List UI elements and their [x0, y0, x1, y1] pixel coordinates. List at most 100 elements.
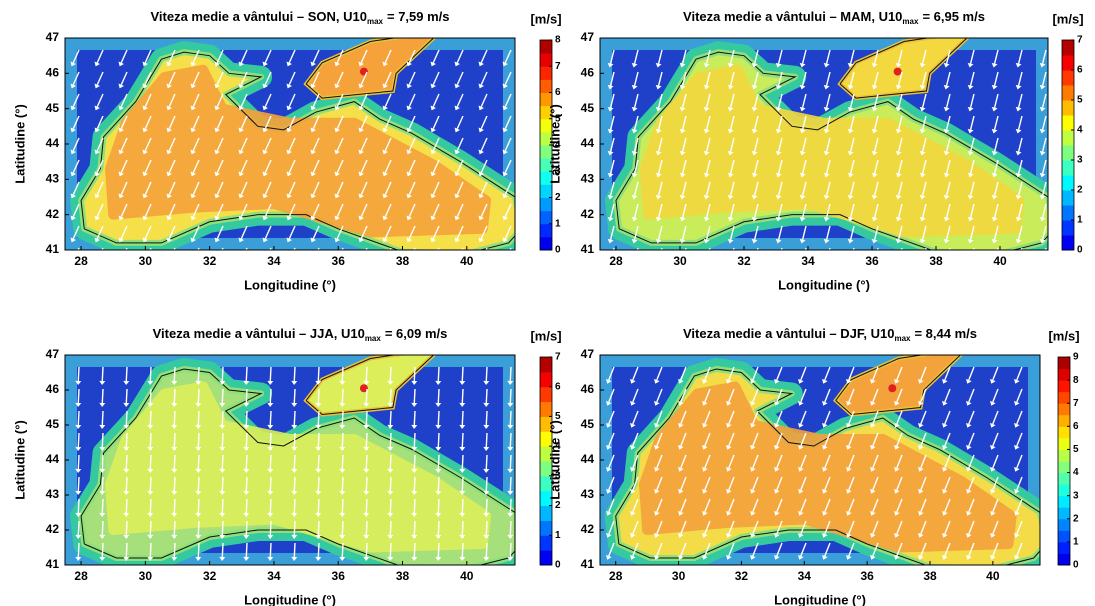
wind-arrow-head [823, 106, 830, 112]
wind-arrow-head [190, 237, 196, 243]
wind-arrow [800, 366, 807, 381]
wind-arrow-head [214, 149, 220, 155]
wind-arrow [872, 388, 879, 403]
wind-arrow [752, 476, 759, 491]
wind-arrow [408, 71, 416, 86]
wind-arrow [365, 366, 368, 382]
wind-arrow [221, 520, 224, 536]
wind-arrow [992, 388, 999, 403]
x-tick-label: 38 [396, 254, 410, 268]
wind-arrow [461, 432, 464, 448]
wind-arrow-head [190, 149, 196, 155]
wind-arrow [632, 366, 639, 381]
wind-arrow [360, 71, 368, 86]
wind-arrow [461, 542, 464, 558]
wind-arrow-head [702, 444, 708, 450]
wind-arrow [72, 49, 80, 64]
wind-arrow-head [775, 172, 782, 178]
wind-arrow [336, 137, 344, 152]
wind-arrow [608, 388, 615, 403]
wind-arrow-head [823, 150, 830, 156]
wind-arrow [461, 454, 464, 470]
wind-arrow [849, 181, 855, 196]
wind-arrow [633, 49, 639, 64]
wind-arrow-head [703, 84, 710, 90]
station-marker [359, 67, 368, 76]
wind-arrow-head [291, 556, 298, 561]
wind-arrow-head [219, 446, 226, 451]
wind-arrow [341, 410, 344, 426]
wind-arrow [480, 115, 488, 130]
wind-arrow [192, 93, 200, 108]
wind-arrow-head [727, 194, 734, 200]
wind-arrow [752, 410, 759, 425]
wind-arrow-head [823, 238, 830, 244]
wind-arrow-head [774, 466, 780, 472]
wind-arrow [753, 49, 759, 64]
wind-arrow-head [798, 554, 804, 560]
title-part: max [894, 334, 911, 343]
wind-arrow [896, 454, 903, 469]
wind-arrow-head [751, 128, 758, 134]
wind-arrow-head [99, 490, 106, 495]
wind-arrow [968, 498, 975, 513]
wind-arrow [705, 93, 711, 108]
wind-arrow [413, 498, 416, 514]
wind-arrow-head [483, 402, 490, 407]
wind-arrow-head [751, 238, 758, 244]
wind-arrow-head [871, 216, 878, 222]
colorbar-tick-label: 2 [555, 192, 561, 203]
wind-arrow [389, 498, 392, 514]
wind-arrow [216, 49, 224, 64]
wind-arrow-head [147, 534, 154, 539]
wind-arrow-head [310, 105, 316, 111]
wind-arrow [752, 366, 759, 381]
wind-arrow-head [798, 378, 804, 384]
wind-arrow [920, 410, 927, 425]
wind-arrow [633, 181, 639, 196]
wind-arrow-head [1016, 261, 1022, 266]
wind-arrow-head [966, 532, 972, 538]
wind-arrow-head [363, 534, 370, 539]
wind-arrow [173, 388, 176, 404]
wind-arrow-head [822, 466, 828, 472]
wind-arrow [969, 225, 975, 240]
wind-arrow [101, 410, 104, 426]
wind-arrow-head [895, 216, 902, 222]
wind-arrow [680, 366, 687, 381]
wind-arrow [72, 137, 80, 152]
wind-arrow [504, 137, 512, 152]
wind-arrow-head [70, 61, 76, 67]
wind-arrow-head [118, 237, 124, 243]
wind-arrow-head [871, 128, 878, 134]
wind-arrow [101, 476, 104, 492]
wind-arrow [264, 115, 272, 130]
wind-arrow-head [219, 468, 226, 473]
wind-arrow-head [123, 402, 130, 407]
wind-arrow [945, 181, 951, 196]
wind-arrow-head [411, 446, 418, 451]
wind-arrow-head [315, 446, 322, 451]
wind-arrow [77, 410, 80, 426]
wind-arrow-head [339, 490, 346, 495]
colorbar-tick-label: 1 [555, 530, 561, 541]
wind-arrow [993, 203, 999, 218]
wind-arrow-head [195, 556, 202, 561]
wind-arrow-head [702, 400, 708, 406]
wind-arrow-head [483, 512, 490, 517]
y-axis-label: Latitudine (°) [12, 104, 27, 184]
wind-arrow [120, 49, 128, 64]
wind-arrow [992, 432, 999, 447]
wind-arrow-head [243, 380, 250, 385]
wind-arrow-head [942, 422, 948, 428]
wind-arrow [1017, 181, 1023, 196]
wind-arrow-head [895, 106, 902, 112]
wind-arrow-head [507, 424, 514, 429]
colorbar-segment [1058, 507, 1070, 520]
wind-arrow-head [919, 172, 926, 178]
colorbar-tick-label: 6 [1073, 421, 1079, 432]
wind-arrow-head [99, 534, 106, 539]
wind-arrow [657, 181, 663, 196]
wind-arrow-head [483, 446, 490, 451]
wind-arrow [609, 225, 615, 240]
